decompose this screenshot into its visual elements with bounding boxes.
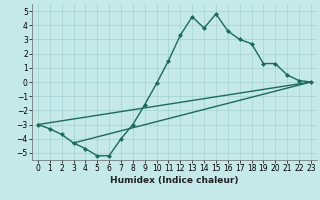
X-axis label: Humidex (Indice chaleur): Humidex (Indice chaleur) (110, 176, 239, 185)
